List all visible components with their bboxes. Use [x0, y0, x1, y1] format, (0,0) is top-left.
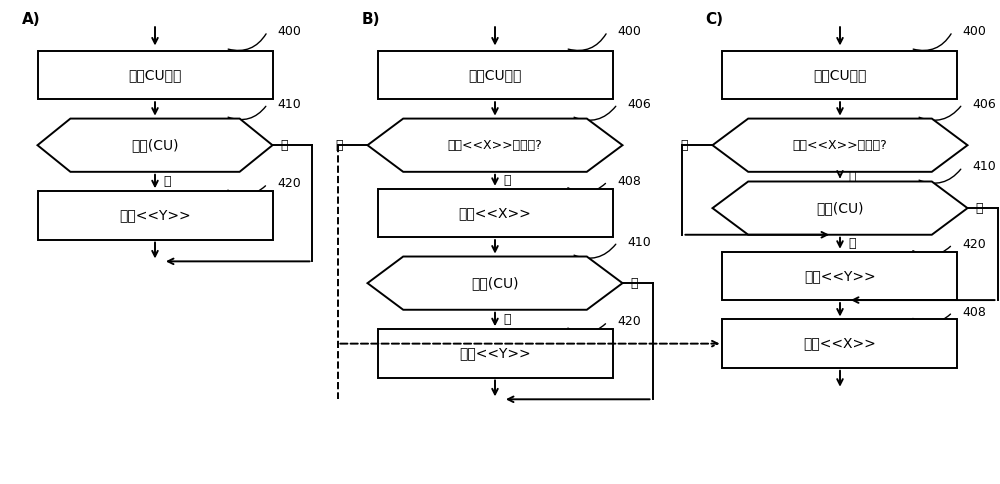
Text: 420: 420 [962, 238, 986, 251]
Text: 过程<<Y>>: 过程<<Y>> [804, 269, 876, 283]
Bar [722, 51, 957, 99]
Bar [378, 189, 612, 237]
Text: 406: 406 [972, 98, 996, 110]
Text: 条件(CU): 条件(CU) [131, 138, 179, 152]
Text: 410: 410 [972, 161, 996, 173]
Text: 否: 否 [680, 139, 687, 151]
Bar [722, 319, 957, 368]
Text: 条件(CU): 条件(CU) [471, 276, 519, 290]
Text: A): A) [22, 12, 41, 27]
Text: 是: 是 [503, 174, 511, 187]
Text: 400: 400 [277, 25, 301, 38]
Bar [38, 51, 272, 99]
Text: 420: 420 [618, 316, 641, 328]
Text: 过程<<X>>被使用?: 过程<<X>>被使用? [793, 139, 887, 151]
Text: 否: 否 [335, 139, 342, 151]
Text: 条件(CU): 条件(CU) [816, 201, 864, 215]
Text: 408: 408 [618, 175, 641, 188]
Text: 408: 408 [962, 306, 986, 318]
Bar [38, 191, 272, 240]
Text: 410: 410 [277, 98, 301, 110]
Bar [378, 51, 612, 99]
Polygon shape [712, 182, 968, 235]
Text: 过程<<X>>被使用?: 过程<<X>>被使用? [448, 139, 542, 151]
Bar [378, 329, 612, 378]
Text: 过程<<X>>: 过程<<X>> [804, 337, 876, 350]
Text: 过程<<Y>>: 过程<<Y>> [119, 209, 191, 222]
Text: 否: 否 [848, 237, 856, 250]
Bar [722, 252, 957, 300]
Text: 420: 420 [277, 178, 301, 190]
Polygon shape [712, 119, 968, 172]
Text: 解码CU参数: 解码CU参数 [468, 68, 522, 82]
Text: 400: 400 [962, 25, 986, 38]
Text: C): C) [705, 12, 723, 27]
Text: 过程<<X>>: 过程<<X>> [459, 206, 531, 220]
Text: 410: 410 [628, 236, 651, 248]
Text: 400: 400 [618, 25, 641, 38]
Text: 过程<<Y>>: 过程<<Y>> [459, 347, 531, 360]
Text: B): B) [362, 12, 380, 27]
Text: 解码CU参数: 解码CU参数 [128, 68, 182, 82]
Text: 406: 406 [628, 98, 651, 110]
Text: 否: 否 [163, 175, 170, 188]
Text: 是: 是 [280, 139, 288, 151]
Text: 是: 是 [976, 202, 983, 214]
Text: 是: 是 [631, 277, 638, 289]
Polygon shape [368, 257, 622, 310]
Polygon shape [38, 119, 272, 172]
Polygon shape [368, 119, 622, 172]
Text: 解码CU参数: 解码CU参数 [813, 68, 867, 82]
Text: 是: 是 [848, 170, 856, 183]
Text: 否: 否 [503, 313, 511, 326]
